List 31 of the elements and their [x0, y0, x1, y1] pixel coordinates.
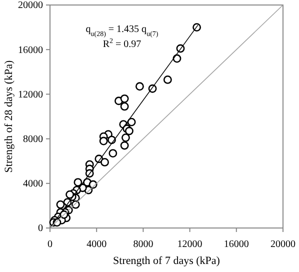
point: [163, 75, 172, 84]
point: [108, 149, 118, 158]
point: [120, 94, 129, 103]
point: [56, 200, 65, 209]
point: [100, 158, 109, 166]
annotation: R$^{2}$ = 0.97: [102, 37, 142, 50]
y-tick-label: 16000: [18, 44, 43, 56]
point: [122, 133, 130, 142]
x-tick-label: 0: [48, 239, 52, 250]
point: [125, 126, 134, 136]
x-tick-label: 4000: [86, 239, 107, 250]
y-tick-label: 20000: [18, 0, 43, 12]
y-axis-title: Strength of 28 days (kPa): [3, 60, 15, 173]
point: [66, 190, 74, 199]
y-tick-label: 4000: [23, 178, 43, 190]
point: [135, 82, 144, 91]
point: [120, 102, 129, 111]
point: [99, 136, 108, 146]
x-axis-title: Strength of 7 days (kPa): [113, 255, 220, 267]
point: [172, 54, 182, 63]
x-tick-label: 12000: [177, 239, 202, 250]
x-tick-label: 8000: [133, 239, 154, 250]
annotation: q$_{u(28)}$ = 1.435 q$_{u(7)}$: [86, 24, 159, 38]
y-tick-label: 0: [38, 223, 43, 234]
y-tick-label: 12000: [18, 89, 43, 100]
y-tick-label: 8000: [23, 134, 43, 145]
point: [74, 178, 82, 186]
x-tick-label: 16000: [224, 239, 249, 250]
x-tick-label: 20000: [270, 239, 296, 250]
point: [120, 141, 129, 150]
point: [127, 118, 136, 126]
